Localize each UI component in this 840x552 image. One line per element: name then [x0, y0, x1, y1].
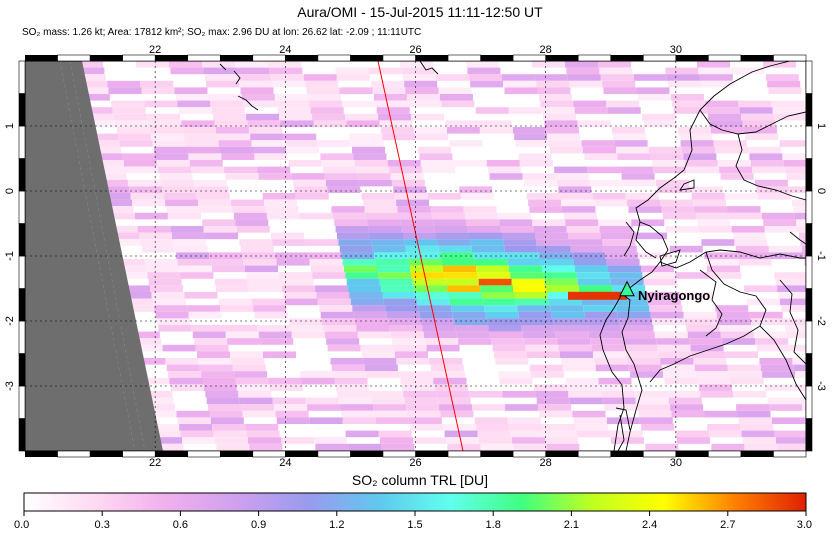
y-tick-label: -1 [4, 251, 16, 261]
x-tick-label: 30 [670, 44, 682, 56]
x-tick-label: 24 [279, 44, 291, 56]
coastlines [219, 61, 806, 451]
y-tick-labels-left: 1 0 -1 -2 -3 [4, 123, 16, 391]
lake-kivu-west-shore [599, 293, 625, 451]
colorbar-tick-label: 2.1 [564, 519, 579, 531]
colorbar-tick-label: 0.6 [173, 519, 188, 531]
nodata-stripe [25, 61, 163, 451]
colorbar [23, 492, 807, 512]
y-tick-label: -2 [4, 316, 16, 326]
y-tick-label: 1 [815, 123, 827, 129]
x-tick-label: 28 [540, 44, 552, 56]
colorbar-tick-label: 2.7 [720, 519, 735, 531]
y-tick-label: -2 [815, 316, 827, 326]
x-tick-labels-top: 22 24 26 28 30 [149, 44, 682, 56]
y-tick-label: 0 [815, 188, 827, 194]
x-tick-label: 22 [149, 457, 161, 469]
so2-swath-layer [70, 61, 806, 451]
x-tick-labels-bottom: 22 24 26 28 30 [149, 457, 682, 469]
map-title: Aura/OMI - 15-Jul-2015 11:11-12:50 UT [297, 4, 543, 20]
x-tick-label: 22 [149, 44, 161, 56]
colorbar-tick-label: 1.5 [407, 519, 422, 531]
colorbar-tick-label: 1.2 [329, 519, 344, 531]
colorbar-title: SO₂ column TRL [DU] [351, 472, 489, 488]
nodata-stripe-line [69, 61, 146, 451]
colorbar-tick-label: 0.9 [251, 519, 266, 531]
y-tick-labels-right: 1 0 -1 -2 -3 [815, 123, 827, 391]
y-tick-label: -1 [815, 251, 827, 261]
colorbar-tick-label: 1.8 [486, 519, 501, 531]
so2-info-line: SO₂ mass: 1.26 kt; Area: 17812 km²; SO₂ … [22, 27, 422, 38]
lake-kivu-east-shore [621, 293, 643, 451]
x-tick-label: 28 [540, 457, 552, 469]
colorbar-ticks: 0.0 0.3 0.6 0.9 1.2 1.5 1.8 2.1 2.4 2.7 3.0 [14, 511, 812, 531]
x-tick-label: 26 [409, 44, 421, 56]
colorbar-tick-label: 0.0 [14, 519, 29, 531]
x-tick-label: 26 [409, 457, 421, 469]
lake-edward-shore [621, 169, 685, 295]
y-tick-label: -3 [4, 381, 16, 391]
frame-checker [18, 54, 813, 458]
y-tick-label: -3 [815, 381, 827, 391]
x-tick-label: 24 [279, 457, 291, 469]
volcano-label: Nyiragongo [638, 288, 710, 303]
volcano-marker-icon [619, 280, 635, 297]
y-tick-label: 1 [4, 123, 16, 129]
colorbar-tick-label: 3.0 [797, 519, 812, 531]
colorbar-tick-label: 2.4 [642, 519, 657, 531]
y-tick-label: 0 [4, 188, 16, 194]
nodata-stripe-line [59, 61, 136, 451]
x-tick-label: 30 [670, 457, 682, 469]
graticule [25, 61, 806, 451]
colorbar-tick-label: 0.3 [95, 519, 110, 531]
